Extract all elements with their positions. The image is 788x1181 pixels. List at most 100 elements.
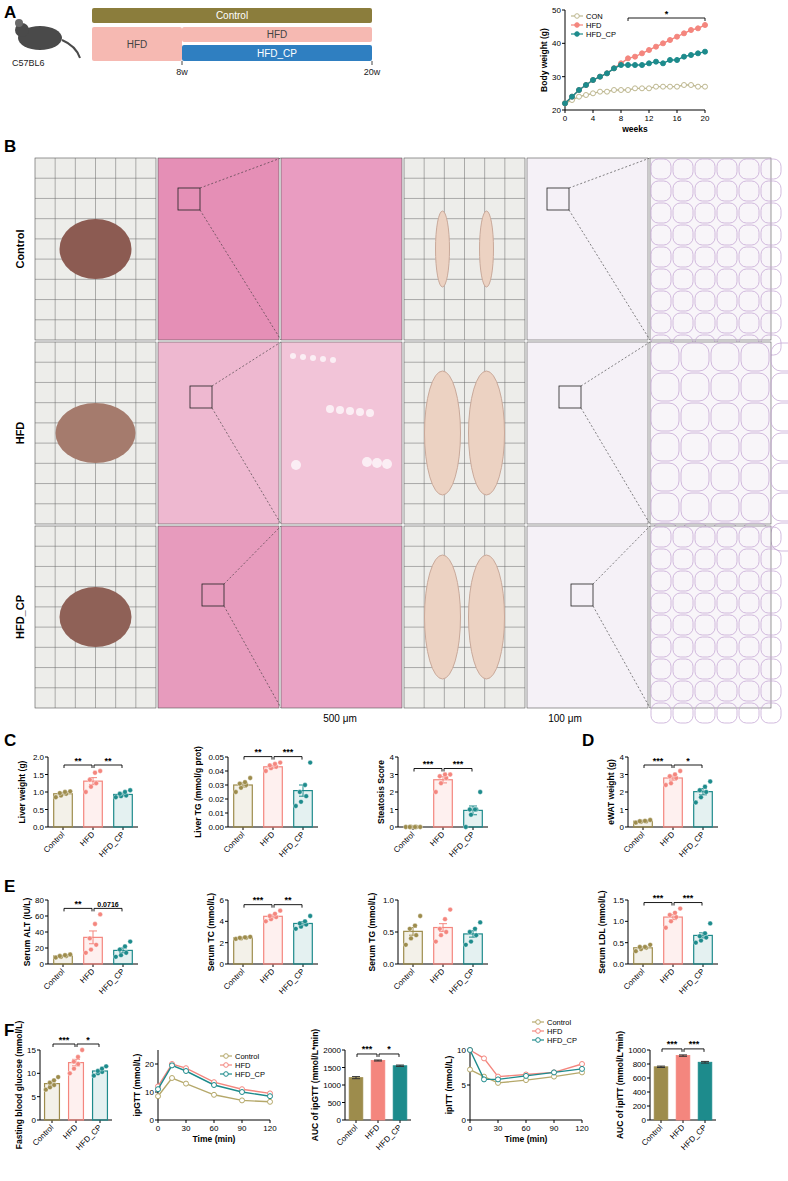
timepoint-tick — [372, 61, 373, 65]
x-tick — [470, 1120, 471, 1123]
y-tick-label: 0 — [390, 823, 395, 832]
x-tick-label: 4 — [591, 114, 596, 123]
y-tick — [625, 900, 628, 901]
category-label: Control — [42, 967, 67, 992]
bar — [464, 934, 483, 964]
data-point — [675, 84, 680, 89]
category-label: Control — [622, 830, 647, 855]
y-tick-label: 2 — [220, 939, 225, 948]
x-tick-label: 0 — [563, 114, 568, 123]
y-tick — [37, 1073, 40, 1074]
y-tick — [395, 932, 398, 933]
y-tick — [395, 809, 398, 810]
y-tick-label: 0.0 — [383, 960, 395, 969]
x-tick — [683, 1120, 684, 1123]
data-point — [619, 63, 624, 68]
category-label: HFD — [668, 1123, 686, 1141]
photo-grid — [404, 483, 525, 484]
y-tick — [625, 921, 628, 922]
data-point — [473, 926, 478, 931]
adipocyte — [695, 203, 715, 223]
data-point — [403, 942, 408, 947]
data-point — [63, 790, 68, 795]
adipocyte — [673, 593, 693, 613]
group-label: HFD — [127, 39, 148, 50]
data-point — [184, 1069, 189, 1074]
data-point — [704, 790, 709, 795]
data-point — [467, 807, 472, 812]
error-bar — [374, 1060, 382, 1061]
x-tick — [242, 1120, 243, 1123]
data-point — [89, 947, 94, 952]
y-tick — [395, 900, 398, 901]
image-panel — [281, 158, 402, 340]
data-point — [413, 923, 418, 928]
lipid-droplet — [300, 354, 306, 360]
adipocyte — [681, 493, 709, 521]
data-point — [696, 51, 701, 56]
category-label: HFD_CP — [374, 1123, 403, 1152]
y-tick — [395, 757, 398, 758]
lipid-droplet — [330, 357, 336, 363]
adipocyte — [761, 291, 781, 311]
data-point — [640, 51, 645, 56]
adipocyte — [651, 615, 671, 635]
data-point — [240, 1090, 245, 1095]
data-point — [524, 1073, 529, 1078]
y-axis-label: AUC of ipGTT (mmol/L*min) — [310, 1029, 320, 1142]
data-point — [669, 919, 674, 924]
adipocyte — [761, 615, 781, 635]
adipocyte — [739, 637, 759, 657]
bar — [434, 928, 453, 964]
y-tick-label: 0 — [32, 1116, 37, 1125]
bar — [371, 1061, 385, 1121]
y-axis-label: Serum TG (mmol/L) — [367, 892, 377, 971]
image-panel — [650, 158, 771, 340]
data-point — [93, 922, 98, 927]
image-panel — [527, 158, 648, 340]
significance-bracket — [94, 908, 122, 911]
bar — [349, 1078, 363, 1120]
legend-label: HFD_CP — [235, 1070, 265, 1079]
y-tick-label: 10 — [27, 1069, 36, 1078]
data-point — [278, 908, 283, 913]
y-tick-label: 0 — [337, 1116, 342, 1125]
timepoint-label: 8w — [176, 67, 188, 77]
plot-area — [53, 912, 132, 964]
data-point — [156, 1094, 161, 1099]
data-point — [443, 772, 448, 777]
adipocyte — [711, 343, 739, 371]
data-point — [113, 954, 118, 959]
y-tick — [467, 1085, 470, 1086]
significance-label: *** — [453, 759, 464, 769]
data-point — [273, 762, 278, 767]
data-point — [563, 101, 568, 106]
adipocyte — [741, 403, 769, 431]
data-point — [52, 1078, 57, 1083]
data-point — [708, 779, 713, 784]
data-point — [463, 942, 468, 947]
ewat-photo — [469, 555, 505, 679]
zoom-line — [593, 606, 650, 708]
adipocyte — [741, 433, 769, 461]
panel-label: D — [582, 731, 594, 750]
y-tick — [225, 785, 228, 786]
data-point — [678, 906, 683, 911]
y-tick — [225, 799, 228, 800]
data-point — [433, 939, 438, 944]
adipocyte — [739, 181, 759, 201]
data-point — [123, 944, 128, 949]
data-point — [448, 772, 453, 777]
adipocyte — [695, 615, 715, 635]
adipocyte — [761, 181, 781, 201]
photo-grid — [404, 259, 525, 260]
adipocyte — [717, 269, 737, 289]
adipocyte — [673, 291, 693, 311]
adipocyte — [717, 225, 737, 245]
data-point — [308, 914, 313, 919]
y-tick — [562, 76, 565, 77]
adipocyte — [651, 433, 679, 461]
plot-area — [349, 1060, 407, 1120]
photo-grid — [35, 566, 156, 567]
data-point — [468, 1048, 473, 1053]
